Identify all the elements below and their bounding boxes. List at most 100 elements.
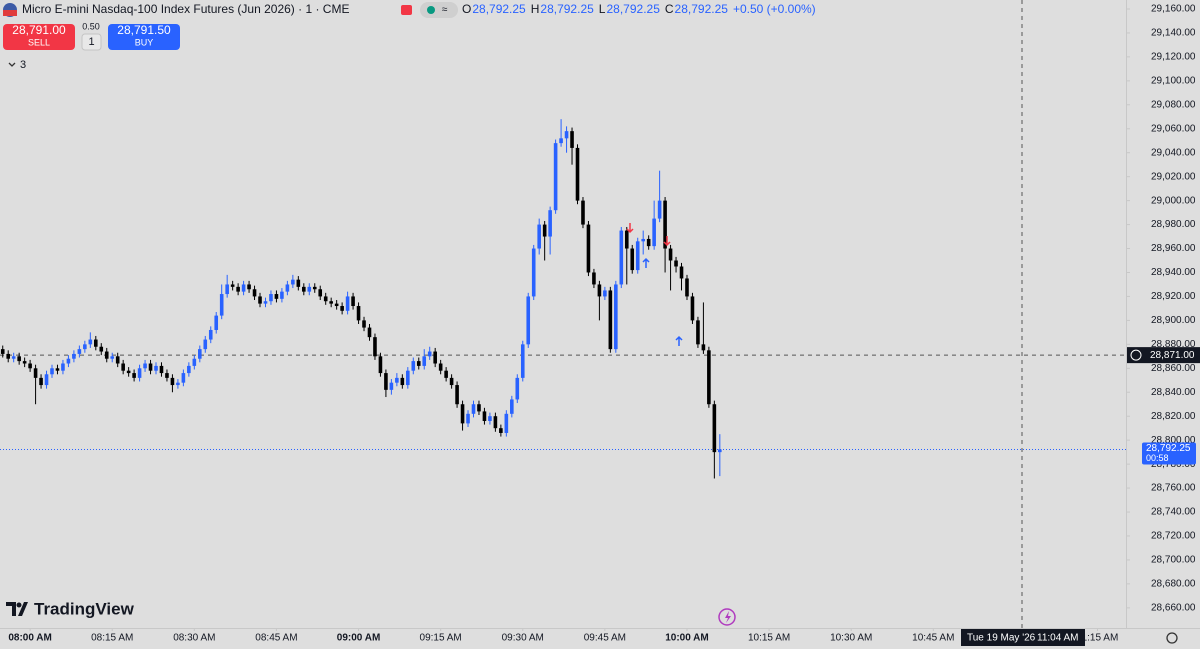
candle-body <box>400 377 405 386</box>
indicators-toggle[interactable] <box>8 62 16 67</box>
candle-body <box>526 296 531 345</box>
y-tick-label: 28,820.00 <box>1151 411 1196 422</box>
candle-body <box>22 361 27 364</box>
quantity-box[interactable] <box>81 33 102 51</box>
candle-body <box>148 363 153 371</box>
bar-countdown: 00:58 <box>1146 453 1169 463</box>
y-tick-label: 28,960.00 <box>1151 243 1196 254</box>
candle-body <box>696 320 700 345</box>
y-tick-label: 28,880.00 <box>1151 339 1196 350</box>
candle-body <box>77 349 82 354</box>
candle-body <box>531 248 536 297</box>
y-tick-label: 28,980.00 <box>1151 219 1196 230</box>
flag-button[interactable] <box>401 5 412 15</box>
candle-body <box>630 248 635 271</box>
y-tick-label: 28,740.00 <box>1151 507 1196 518</box>
candle-body <box>181 373 186 383</box>
candle-body <box>641 238 645 242</box>
sell-button[interactable] <box>3 24 75 50</box>
candle-body <box>515 377 520 400</box>
flag-stripes <box>3 10 17 16</box>
axis-labels: 29,160.00 29,140.00 29,120.00 29,100.00 29,0… <box>8 4 1200 644</box>
candle-body <box>406 370 410 386</box>
candle-body <box>241 284 246 292</box>
candle-body <box>296 279 301 287</box>
ohlc-value: 28,792.25 <box>606 2 660 16</box>
candle-body <box>252 289 257 297</box>
candle-body <box>214 315 219 330</box>
candle-body <box>444 370 448 378</box>
candle-body <box>635 241 640 271</box>
candle-body <box>422 356 427 366</box>
candle-body <box>236 286 240 292</box>
candle-body <box>378 356 383 374</box>
y-tick-label: 29,120.00 <box>1151 52 1196 63</box>
y-tick-label: 28,700.00 <box>1151 555 1196 566</box>
x-tick-label: 08:45 AM <box>255 633 297 644</box>
candle-body <box>690 296 695 321</box>
candle-body <box>50 368 54 375</box>
candle-body <box>416 361 421 366</box>
logo: TradingView <box>6 599 135 618</box>
candle-body <box>597 284 602 297</box>
candle-body <box>307 286 312 292</box>
candle-body <box>88 339 93 345</box>
news-icon[interactable] <box>718 608 736 626</box>
y-tick-label: 28,720.00 <box>1151 531 1196 542</box>
y-tick-label: 28,940.00 <box>1151 267 1196 278</box>
candle-body <box>198 349 202 359</box>
candle-body <box>280 291 284 299</box>
candle-body <box>263 301 268 304</box>
candle-body <box>187 365 191 374</box>
candle-body <box>356 306 361 321</box>
buy-label: BUY <box>135 37 154 47</box>
candle-body <box>93 339 98 347</box>
ohlc-key: L <box>599 2 606 16</box>
candle-body <box>66 358 71 364</box>
candle-body <box>99 346 104 352</box>
candle-body <box>159 365 164 374</box>
logo-mark <box>6 602 28 616</box>
candle-body <box>663 200 667 249</box>
candle-body <box>33 368 38 378</box>
ohlc-key: C <box>665 2 674 16</box>
candle-body <box>329 301 333 304</box>
candle-body <box>685 278 689 297</box>
candle-body <box>707 350 711 405</box>
x-tick-label: 10:45 AM <box>912 633 954 644</box>
y-tick-label: 29,140.00 <box>1151 28 1196 39</box>
settings-icon[interactable] <box>1166 632 1178 644</box>
candle-body <box>285 284 290 292</box>
candle-body <box>154 365 158 371</box>
candle-body <box>312 286 317 290</box>
y-tick-label: 28,860.00 <box>1151 363 1196 374</box>
candle-body <box>126 370 131 374</box>
trade-panel: 28,791.00 SELL 0.50 1 28,791.50 BUY <box>3 21 180 51</box>
candle-body <box>718 449 722 453</box>
buy-arrow <box>675 335 683 346</box>
candle-body <box>143 363 147 369</box>
buy-button[interactable] <box>108 24 180 50</box>
candle-body <box>657 200 662 219</box>
candle-body <box>176 382 180 386</box>
y-tick-label: 29,040.00 <box>1151 147 1196 158</box>
add-alert-icon <box>1130 349 1142 361</box>
candle-body <box>674 260 678 267</box>
candle-body <box>225 284 229 295</box>
candle-body <box>165 373 169 378</box>
candle-body <box>340 306 344 311</box>
y-tick-label: 28,760.00 <box>1151 483 1196 494</box>
status-pill[interactable] <box>420 2 458 18</box>
candle-body <box>586 224 591 273</box>
ohlc-value: 28,792.25 <box>540 2 594 16</box>
y-tick-label: 29,000.00 <box>1151 195 1196 206</box>
y-tick-label: 28,800.00 <box>1151 435 1196 446</box>
candle-body <box>389 382 394 390</box>
logo-dot <box>16 602 22 608</box>
candle-body <box>6 353 11 359</box>
market-open-dot <box>427 6 435 14</box>
candle-body <box>132 373 136 378</box>
candle-body <box>624 230 629 249</box>
quantity: 1 <box>88 36 94 48</box>
